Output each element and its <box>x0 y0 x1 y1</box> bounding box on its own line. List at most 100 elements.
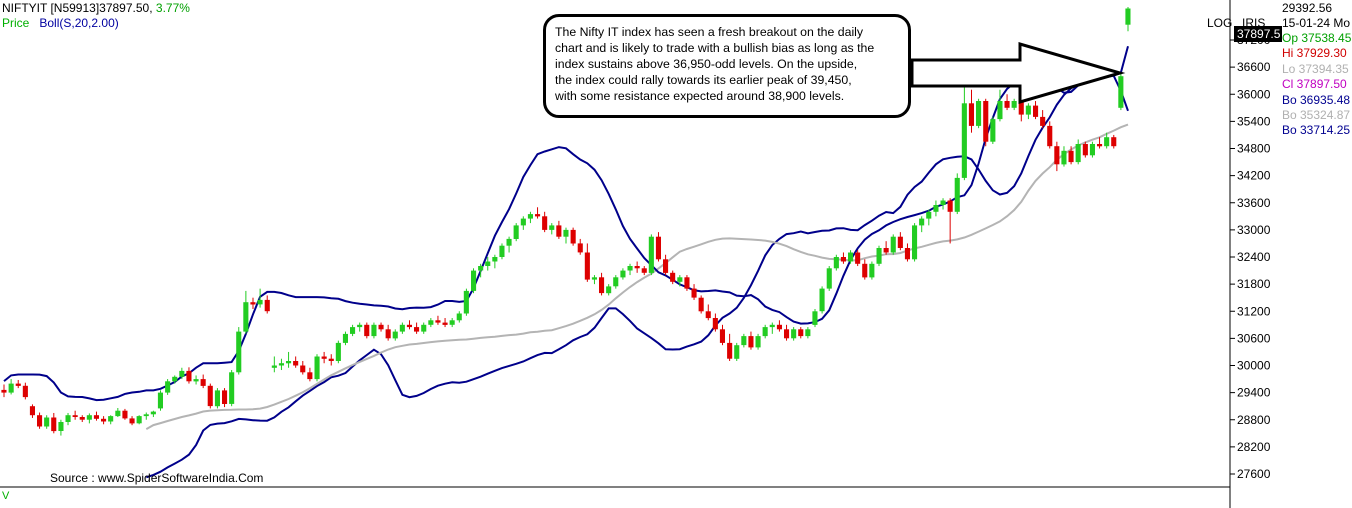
candle <box>243 290 249 334</box>
candle <box>976 98 982 129</box>
candle <box>165 379 171 395</box>
candle-body <box>214 390 220 407</box>
symbol-label: NIFTYIT [N59913]37897.50, <box>2 1 153 15</box>
candle-body <box>58 422 64 431</box>
annotation-callout: The Nifty IT index has seen a fresh brea… <box>543 14 911 118</box>
source-credit: Source : www.SpiderSoftwareIndia.Com <box>50 471 264 485</box>
candle-body <box>855 252 861 264</box>
y-tick-label: 27600 <box>1237 467 1271 481</box>
candle <box>478 263 484 278</box>
candle-body <box>179 370 185 377</box>
candle-body <box>776 324 782 330</box>
candle-body <box>748 336 754 348</box>
candle <box>307 367 313 382</box>
candle <box>264 295 270 314</box>
candle <box>563 227 569 244</box>
candle <box>442 318 448 328</box>
price-legend[interactable]: Price <box>2 16 30 30</box>
y-tick-label: 34200 <box>1237 169 1271 183</box>
candle <box>1047 121 1053 149</box>
candle-body <box>833 257 839 269</box>
candle <box>1068 146 1074 165</box>
y-tick-label: 36000 <box>1237 87 1271 101</box>
candle <box>719 324 725 346</box>
candle <box>627 263 633 276</box>
candle-body <box>527 214 533 219</box>
candle <box>1033 101 1039 120</box>
candle-body <box>705 311 711 319</box>
candle <box>684 275 690 291</box>
candle <box>698 295 704 314</box>
candle <box>655 232 661 262</box>
candle <box>1089 141 1095 158</box>
candle <box>748 331 754 350</box>
candle <box>535 207 541 219</box>
candle <box>129 416 135 426</box>
candle <box>712 313 718 332</box>
candle-body <box>8 383 14 393</box>
candle <box>520 216 526 230</box>
candle-body <box>919 218 925 226</box>
candle <box>677 275 683 287</box>
candle <box>15 379 21 389</box>
y-tick-label: 34800 <box>1237 142 1271 156</box>
candle <box>471 268 477 294</box>
bollinger-legend[interactable]: Boll(S,20,2.00) <box>39 16 119 30</box>
candle-body <box>677 277 683 282</box>
candle <box>193 375 199 385</box>
candle-body <box>65 415 71 422</box>
candle-body <box>29 406 35 416</box>
candle-body <box>819 288 825 312</box>
candle-body <box>499 245 505 257</box>
candle-body <box>848 252 854 262</box>
info-date: 15-01-24 Mo <box>1282 16 1351 30</box>
y-tick-label: 31200 <box>1237 304 1271 318</box>
candle <box>968 89 974 133</box>
y-tick-label: 28200 <box>1237 440 1271 454</box>
log-scale-toggle[interactable]: LOG <box>1207 16 1233 30</box>
candle <box>93 411 99 421</box>
candle-body <box>1047 125 1053 147</box>
candle <box>670 270 676 285</box>
candle <box>101 416 107 425</box>
y-tick-label: 33600 <box>1237 196 1271 210</box>
candle <box>812 308 818 328</box>
candle-body <box>101 418 107 422</box>
candle-body <box>663 259 669 273</box>
candle-body <box>691 288 697 298</box>
candle <box>278 358 284 371</box>
candle-body <box>1125 8 1131 25</box>
candle <box>876 245 882 267</box>
candle <box>236 327 242 375</box>
candle <box>791 327 797 341</box>
candle <box>463 288 469 316</box>
candle <box>620 268 626 280</box>
candle-body <box>805 329 811 337</box>
current-price-marker: 37897.5 <box>1234 26 1282 42</box>
candle-body <box>172 376 178 382</box>
candle-body <box>229 372 235 404</box>
bollinger-middle-band <box>145 123 1129 430</box>
candle <box>271 356 277 373</box>
candle <box>492 254 498 269</box>
candle-body <box>143 414 149 417</box>
candle <box>314 354 320 382</box>
candle <box>1118 73 1124 111</box>
candle <box>122 408 128 420</box>
candle-body <box>684 277 690 289</box>
annotation-line: index sustains above 36,950-odd levels. … <box>555 57 858 71</box>
ohlc-info-row: Bo 33714.25 <box>1282 123 1351 138</box>
bollinger-middle-band-group <box>145 123 1129 430</box>
candle <box>79 415 85 423</box>
candle-body <box>236 331 242 373</box>
candle-body <box>1033 105 1039 117</box>
candle-body <box>890 236 896 253</box>
candle-body <box>421 324 427 332</box>
candle <box>840 252 846 264</box>
candle-body <box>150 411 156 415</box>
candle-body <box>129 418 135 424</box>
candle <box>549 223 555 235</box>
ohlc-info-row: Cl 37897.50 <box>1282 77 1347 92</box>
candle-body <box>428 320 434 325</box>
